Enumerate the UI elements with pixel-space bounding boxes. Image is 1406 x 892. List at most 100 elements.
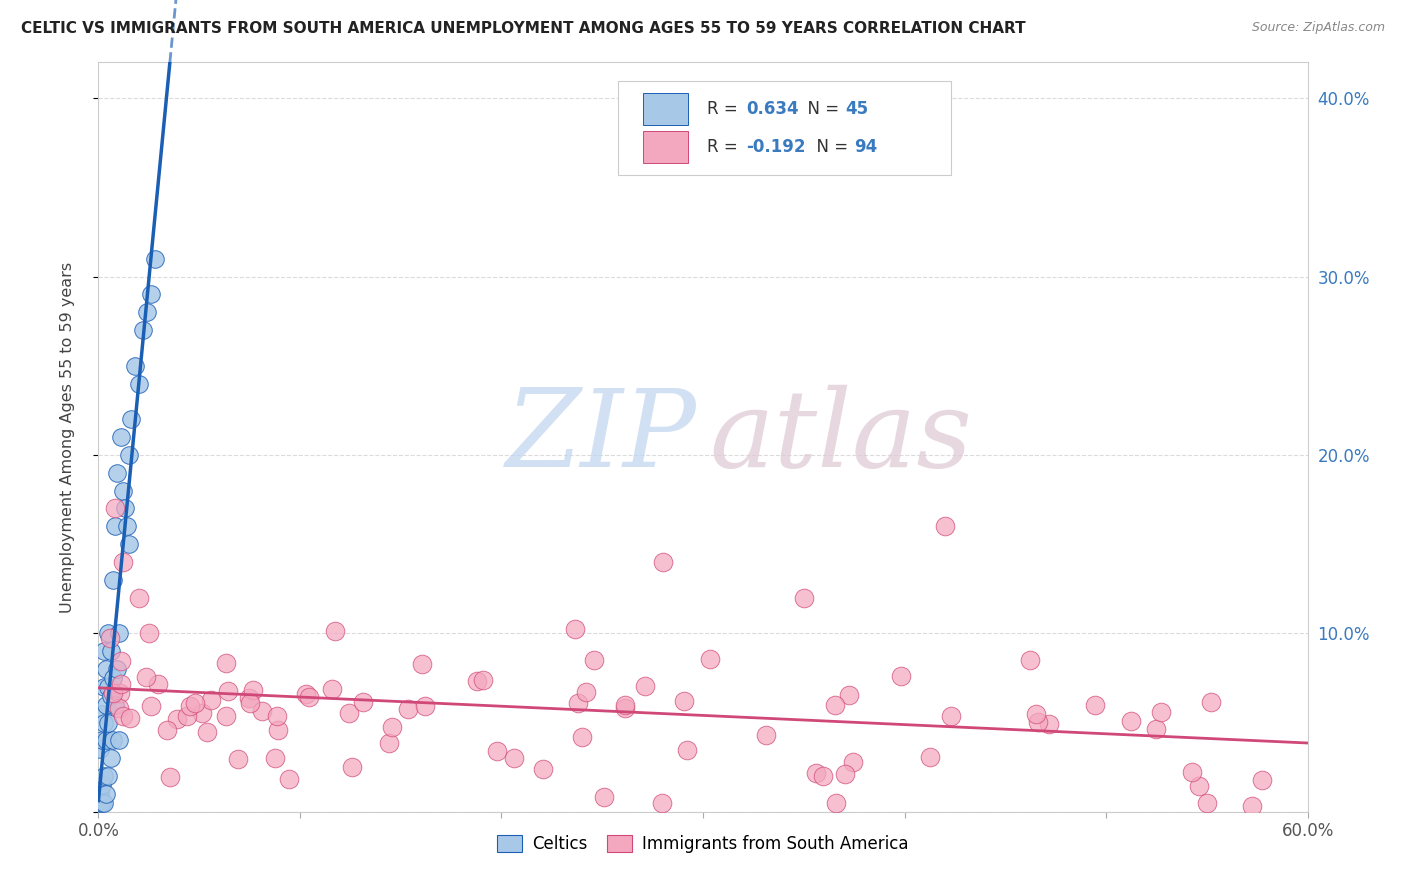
Point <box>1251 773 1274 788</box>
Point <box>101 686 124 700</box>
Point <box>200 693 222 707</box>
Point <box>159 770 181 784</box>
Point <box>108 701 131 715</box>
Point <box>1181 764 1204 779</box>
Text: Source: ZipAtlas.com: Source: ZipAtlas.com <box>1251 21 1385 34</box>
Point <box>465 674 488 689</box>
Point <box>215 656 238 670</box>
Point <box>239 696 262 710</box>
Point <box>112 709 135 723</box>
Point <box>838 688 860 702</box>
Point <box>93 769 115 783</box>
Point <box>1241 799 1264 814</box>
Point <box>1195 796 1218 810</box>
Point <box>128 591 150 605</box>
Text: 0.634: 0.634 <box>747 100 799 118</box>
Point <box>96 733 118 747</box>
Point <box>100 689 122 703</box>
Point <box>699 652 721 666</box>
Point <box>195 724 218 739</box>
Point <box>111 555 134 569</box>
Point <box>101 733 124 747</box>
Point <box>134 671 156 685</box>
Point <box>1150 706 1173 720</box>
Point <box>91 706 114 721</box>
Point <box>105 466 128 480</box>
Point <box>377 736 399 750</box>
Point <box>1084 698 1107 712</box>
Point <box>294 687 316 701</box>
Point <box>238 690 260 705</box>
Point <box>755 728 778 742</box>
Point <box>531 762 554 776</box>
Point <box>834 766 856 780</box>
Point <box>101 671 124 685</box>
Text: 45: 45 <box>845 100 869 118</box>
Point <box>93 715 115 730</box>
Text: R =: R = <box>707 138 742 156</box>
Text: atlas: atlas <box>709 384 972 490</box>
Point <box>1018 653 1040 667</box>
Point <box>118 537 141 551</box>
Text: CELTIC VS IMMIGRANTS FROM SOUTH AMERICA UNEMPLOYMENT AMONG AGES 55 TO 59 YEARS C: CELTIC VS IMMIGRANTS FROM SOUTH AMERICA … <box>21 21 1026 36</box>
Point <box>103 698 125 712</box>
Point <box>118 711 141 725</box>
Point <box>321 682 343 697</box>
Point <box>824 796 846 810</box>
Point <box>100 644 122 658</box>
Text: N =: N = <box>797 100 845 118</box>
Point <box>98 631 121 645</box>
Point <box>103 501 125 516</box>
Point <box>824 698 846 712</box>
Point <box>298 690 321 705</box>
Point <box>135 305 157 319</box>
Point <box>1026 714 1049 729</box>
Point <box>148 677 170 691</box>
Point <box>111 483 134 498</box>
Point <box>1144 722 1167 736</box>
Point <box>263 751 285 765</box>
Point <box>139 699 162 714</box>
Point <box>340 760 363 774</box>
Bar <box>643 130 689 163</box>
Point <box>250 705 273 719</box>
Point <box>107 626 129 640</box>
Point <box>485 743 508 757</box>
Point <box>934 519 956 533</box>
Point <box>97 715 120 730</box>
Y-axis label: Unemployment Among Ages 55 to 59 years: Unemployment Among Ages 55 to 59 years <box>60 261 75 613</box>
Point <box>226 752 249 766</box>
FancyBboxPatch shape <box>619 81 950 175</box>
Text: ZIP: ZIP <box>506 384 697 490</box>
Point <box>415 699 437 714</box>
Point <box>89 787 111 801</box>
Point <box>96 662 118 676</box>
Point <box>583 653 606 667</box>
Point <box>217 683 239 698</box>
Text: -0.192: -0.192 <box>747 138 806 156</box>
Text: R =: R = <box>707 100 742 118</box>
Point <box>593 790 616 805</box>
Point <box>337 706 360 721</box>
Point <box>115 519 138 533</box>
Point <box>811 769 834 783</box>
Point <box>96 787 118 801</box>
Point <box>1199 695 1222 709</box>
Text: 94: 94 <box>855 138 877 156</box>
Point <box>266 723 288 738</box>
Point <box>176 708 198 723</box>
Point <box>242 683 264 698</box>
Point <box>108 686 131 700</box>
Point <box>411 657 433 671</box>
Point <box>613 700 636 714</box>
Point <box>215 709 238 723</box>
Point <box>571 731 593 745</box>
Point <box>396 702 419 716</box>
Point <box>101 573 124 587</box>
Point <box>613 698 636 712</box>
Point <box>93 796 115 810</box>
Point <box>179 698 201 713</box>
Point <box>110 677 132 691</box>
Point <box>132 323 155 337</box>
Point <box>166 712 188 726</box>
